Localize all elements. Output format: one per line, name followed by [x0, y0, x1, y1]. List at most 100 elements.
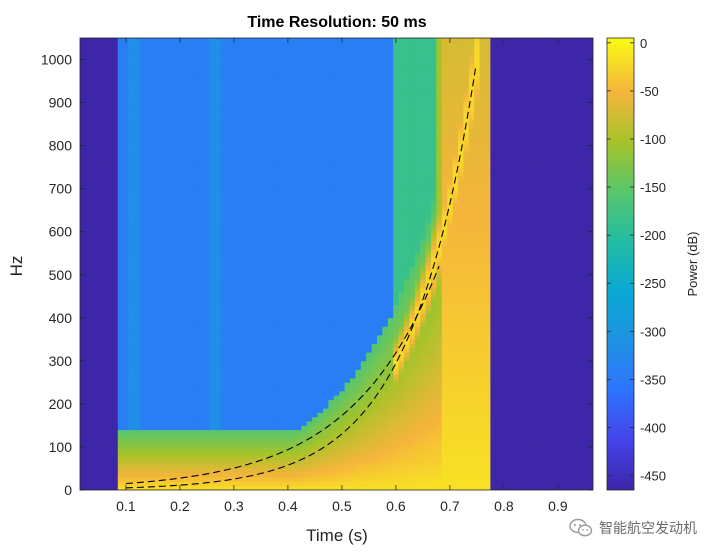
heatmap-cell [279, 313, 286, 319]
heatmap-cell [242, 253, 248, 258]
heatmap-cell [269, 287, 275, 293]
heatmap-cell [161, 102, 167, 108]
heatmap-cell [204, 231, 210, 237]
heatmap-cell [279, 455, 286, 461]
heatmap-cell [177, 408, 183, 413]
heatmap-cell [323, 248, 329, 254]
heatmap-cell [301, 287, 308, 293]
heatmap-cell [306, 481, 313, 487]
heatmap-cell [139, 50, 146, 56]
heatmap-cell [333, 253, 340, 258]
heatmap-cell [198, 76, 205, 82]
heatmap-cell [117, 378, 124, 383]
heatmap-cell [166, 50, 173, 56]
heatmap-cell [209, 63, 216, 69]
heatmap-cell [80, 218, 86, 224]
heatmap-cell [328, 227, 335, 233]
heatmap-cell [188, 455, 194, 461]
heatmap-cell [155, 76, 162, 82]
heatmap-cell [225, 111, 232, 116]
heatmap-cell [328, 124, 335, 129]
heatmap-cell [290, 347, 297, 353]
heatmap-cell [123, 455, 129, 461]
heatmap-cell [231, 171, 237, 177]
heatmap-cell [242, 266, 248, 271]
heatmap-cell [150, 279, 156, 284]
heatmap-cell [290, 296, 297, 301]
heatmap-cell [306, 304, 313, 310]
heatmap-cell [301, 50, 308, 56]
heatmap-cell [198, 309, 205, 314]
heatmap-cell [236, 296, 243, 301]
heatmap-cell [139, 395, 146, 400]
heatmap-cell [306, 145, 313, 151]
heatmap-cell [166, 412, 173, 418]
heatmap-cell [193, 378, 200, 383]
heatmap-cell [155, 309, 162, 314]
heatmap-cell [296, 330, 302, 336]
heatmap-cell [317, 248, 324, 254]
heatmap-cell [328, 175, 335, 181]
heatmap-cell [236, 218, 243, 224]
heatmap-cell [155, 464, 162, 469]
heatmap-cell [107, 274, 113, 280]
heatmap-cell [306, 270, 313, 276]
heatmap-cell [215, 158, 221, 164]
heatmap-cell [198, 128, 205, 134]
heatmap-cell [117, 399, 124, 405]
heatmap-cell [312, 63, 318, 69]
heatmap-cell [171, 119, 178, 125]
heatmap-cell [85, 266, 92, 271]
heatmap-cell [231, 231, 237, 237]
heatmap-cell [90, 210, 97, 215]
heatmap-cell [193, 154, 200, 159]
heatmap-cell [96, 197, 102, 202]
heatmap-cell [107, 192, 113, 198]
heatmap-cell [285, 352, 291, 357]
heatmap-cell [96, 38, 102, 43]
heatmap-cell [323, 223, 329, 228]
heatmap-cell [128, 352, 135, 357]
heatmap-cell [161, 197, 167, 202]
heatmap-cell [128, 63, 135, 69]
heatmap-cell [231, 373, 237, 379]
heatmap-cell [182, 132, 189, 138]
heatmap-cell [317, 201, 324, 207]
heatmap-cell [155, 270, 162, 276]
heatmap-cell [107, 236, 113, 241]
heatmap-cell [144, 446, 151, 452]
heatmap-cell [231, 412, 237, 418]
heatmap-cell [171, 50, 178, 56]
heatmap-cell [161, 257, 167, 263]
heatmap-cell [328, 214, 335, 220]
heatmap-cell [155, 244, 162, 250]
heatmap-cell [296, 167, 302, 172]
heatmap-cell [171, 102, 178, 108]
heatmap-cell [263, 395, 270, 400]
heatmap-cell [306, 382, 313, 388]
heatmap-cell [90, 330, 97, 336]
heatmap-cell [112, 81, 119, 86]
heatmap-cell [204, 313, 210, 319]
heatmap-cell [198, 365, 205, 370]
heatmap-cell [101, 85, 108, 91]
heatmap-cell [252, 459, 259, 465]
heatmap-cell [231, 313, 237, 319]
heatmap-cell [144, 124, 151, 129]
heatmap-cell [177, 111, 183, 116]
heatmap-cell [269, 102, 275, 108]
heatmap-cell [96, 141, 102, 147]
heatmap-cell [123, 188, 129, 194]
heatmap-cell [236, 175, 243, 181]
heatmap-cell [247, 102, 254, 108]
heatmap-cell [182, 378, 189, 383]
heatmap-cell [263, 42, 270, 47]
heatmap-cell [134, 481, 140, 487]
heatmap-cell [80, 124, 86, 129]
heatmap-cell [128, 38, 135, 43]
heatmap-cell [171, 72, 178, 78]
heatmap-cell [101, 356, 108, 362]
heatmap-cell [236, 145, 243, 151]
heatmap-cell [150, 477, 156, 482]
heatmap-cell [274, 167, 281, 172]
